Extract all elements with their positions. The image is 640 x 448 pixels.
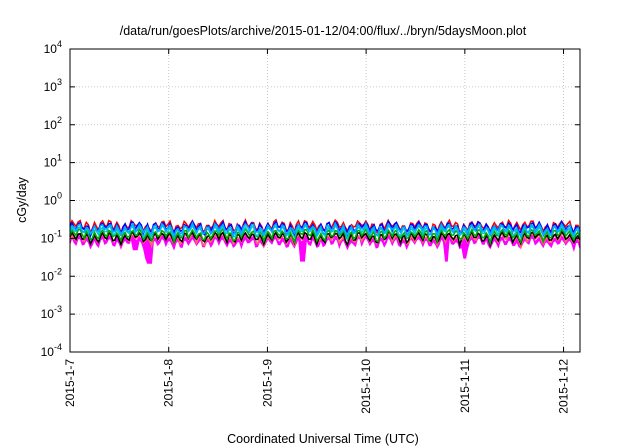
y-tick-label: 104 [44, 39, 62, 56]
chart-title: /data/run/goesPlots/archive/2015-01-12/0… [120, 24, 527, 38]
grid [69, 49, 580, 352]
y-tick-label: 100 [44, 191, 62, 208]
x-tick-label: 2015-1-9 [260, 359, 274, 407]
x-tick-label: 2015-1-12 [557, 359, 571, 414]
x-tick-label: 2015-1-7 [63, 359, 77, 407]
y-tick-label: 101 [44, 153, 62, 170]
series-group [69, 218, 581, 264]
y-tick-label: 10-4 [41, 342, 62, 359]
y-tick-label: 103 [44, 77, 62, 94]
series-line [69, 221, 581, 240]
x-tick-label: 2015-1-8 [162, 359, 176, 407]
y-tick-label: 102 [44, 115, 62, 132]
ticks: 10-4 10-3 10-2 10-1 100 101 102 103 104 2015-1-7 2… [41, 39, 580, 414]
series-line [69, 229, 581, 249]
y-tick-label: 10-3 [41, 304, 62, 321]
x-tick-label: 2015-1-11 [458, 359, 472, 413]
x-tick-label: 2015-1-10 [359, 359, 373, 414]
series-line [69, 227, 581, 247]
y-tick-label: 10-2 [41, 266, 62, 283]
y-axis-label: cGy/day [15, 176, 29, 223]
y-tick-label: 10-1 [41, 228, 62, 245]
x-axis-label: Coordinated Universal Time (UTC) [227, 432, 419, 446]
